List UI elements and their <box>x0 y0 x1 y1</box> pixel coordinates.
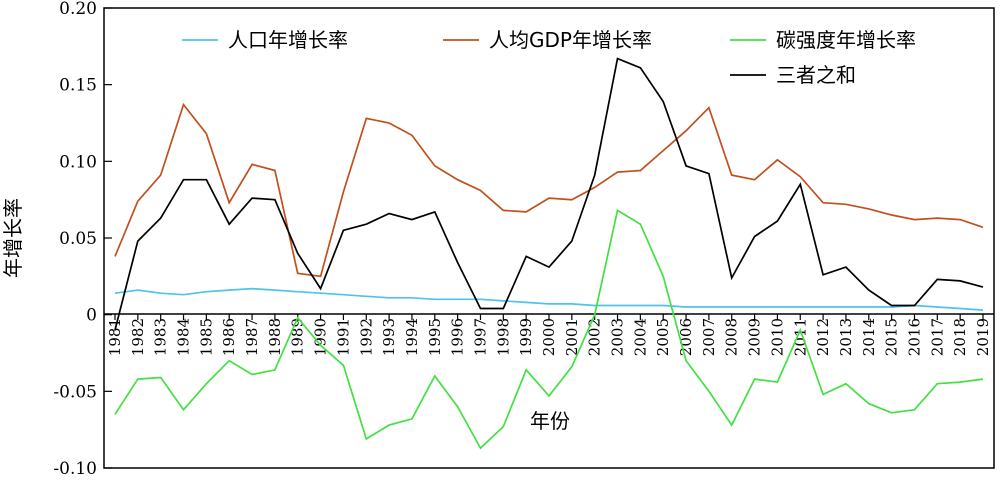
x-axis-ticks: 1981 1982 1983 1984 1985 1986 1987 1988 1989 1990… <box>106 314 992 356</box>
y-tick-label: -0.10 <box>53 459 97 479</box>
plot-frame <box>103 7 995 469</box>
x-tick-label: 1985 <box>197 318 215 356</box>
x-tick-label: 2008 <box>723 318 741 356</box>
x-tick-label: 1984 <box>175 318 193 356</box>
x-tick-label: 1991 <box>334 318 352 356</box>
y-tick-label: 0 <box>86 306 97 326</box>
y-tick-label: 0.10 <box>59 152 97 172</box>
x-tick-label: 2019 <box>974 318 992 356</box>
x-tick-label: 2013 <box>837 318 855 356</box>
x-tick-label: 2010 <box>768 318 786 356</box>
x-tick-label: 1993 <box>380 318 398 356</box>
series-3 <box>114 57 984 331</box>
x-tick-label: 2009 <box>746 318 764 356</box>
x-tick-label: 1995 <box>426 318 444 356</box>
series-line <box>114 209 984 450</box>
x-tick-label: 1981 <box>106 318 124 356</box>
x-tick-label: 2016 <box>905 318 923 356</box>
y-axis-label: 年增长率 <box>1 198 25 278</box>
x-tick-label: 2005 <box>654 318 672 356</box>
legend-label: 三者之和 <box>776 63 856 87</box>
x-tick-label: 2002 <box>586 318 604 356</box>
x-tick-label: 1996 <box>449 318 467 356</box>
x-tick-label: 2001 <box>563 318 581 356</box>
x-tick-label: 2007 <box>700 318 718 356</box>
x-tick-label: 2018 <box>951 318 969 356</box>
x-tick-label: 1982 <box>129 318 147 356</box>
x-tick-label: 1997 <box>471 318 489 356</box>
x-tick-label: 1983 <box>152 318 170 356</box>
x-tick-label: 1986 <box>220 318 238 356</box>
x-tick-label: 2012 <box>814 318 832 356</box>
y-tick-label: 0.20 <box>59 0 97 19</box>
x-tick-label: 2017 <box>928 318 946 356</box>
x-tick-label: 2015 <box>883 318 901 356</box>
series-lines <box>114 57 984 450</box>
legend-item: 人均GDP年增长率 <box>443 28 652 52</box>
x-tick-label: 2004 <box>631 318 649 356</box>
x-tick-label: 1998 <box>494 318 512 356</box>
y-tick-label: 0.15 <box>59 76 97 96</box>
legend-label: 碳强度年增长率 <box>776 28 916 52</box>
series-line <box>114 287 984 311</box>
legend-item: 人口年增长率 <box>182 28 348 52</box>
x-tick-label: 1992 <box>357 318 375 356</box>
series-line <box>114 102 984 278</box>
x-axis-label: 年份 <box>530 409 570 433</box>
x-tick-label: 1994 <box>403 318 421 356</box>
x-tick-label: 2000 <box>540 318 558 356</box>
y-tick-label: 0.05 <box>59 229 97 249</box>
y-tick-label: -0.05 <box>53 382 97 402</box>
y-axis-ticks: 0.20 0.15 0.10 0.05 0 -0.05 -0.10 <box>53 0 112 479</box>
x-tick-label: 1989 <box>289 318 307 356</box>
series-line <box>114 57 984 331</box>
legend-label: 人均GDP年增长率 <box>489 28 652 52</box>
x-tick-label: 1987 <box>243 318 261 356</box>
legend-item: 三者之和 <box>730 63 856 87</box>
x-tick-label: 2011 <box>791 318 809 356</box>
series-2 <box>114 209 984 450</box>
x-tick-label: 2014 <box>860 318 878 356</box>
series-1 <box>114 102 984 278</box>
legend-item: 碳强度年增长率 <box>730 28 916 52</box>
legend-label: 人口年增长率 <box>228 28 348 52</box>
x-tick-label: 1999 <box>517 318 535 356</box>
x-tick-label: 1990 <box>312 318 330 356</box>
series-0 <box>114 287 984 311</box>
x-tick-label: 2003 <box>609 318 627 356</box>
x-tick-label: 1988 <box>266 318 284 356</box>
